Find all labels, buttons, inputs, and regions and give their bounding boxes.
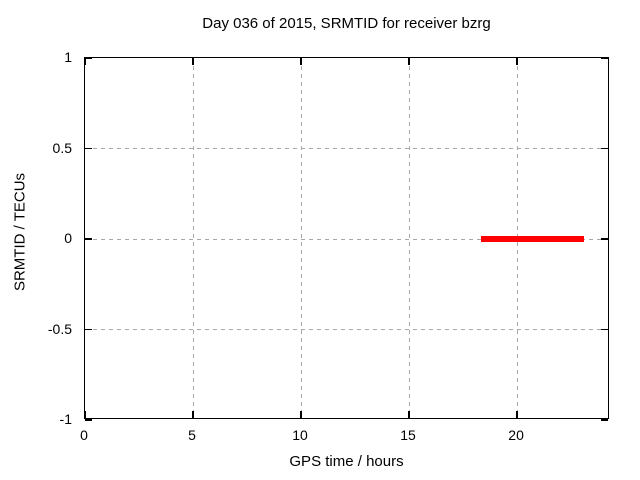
x-tick-bottom <box>300 411 302 418</box>
chart-title: Day 036 of 2015, SRMTID for receiver bzr… <box>202 15 491 32</box>
y-gridline <box>85 329 608 330</box>
y-tick-left <box>85 328 92 331</box>
y-tick-label: 1 <box>64 49 72 65</box>
y-gridline <box>85 238 608 240</box>
plot-area <box>84 57 609 421</box>
y-tick-right <box>601 147 608 150</box>
x-gridline <box>300 58 302 418</box>
x-tick-bottom <box>192 411 194 418</box>
y-tick-left <box>85 147 92 150</box>
x-tick-top <box>516 58 518 65</box>
x-tick-top <box>84 58 86 65</box>
y-tick-label: 0.5 <box>52 139 72 156</box>
y-tick-label: -0.5 <box>47 320 72 337</box>
x-gridline <box>408 58 410 418</box>
y-gridline <box>85 148 608 149</box>
x-tick-label: 5 <box>188 427 196 443</box>
x-axis-label: GPS time / hours <box>289 453 404 470</box>
y-tick-right <box>601 419 608 421</box>
series-segment <box>481 235 585 243</box>
x-tick-label: 20 <box>508 427 524 443</box>
x-tick-label: 15 <box>400 427 416 443</box>
x-tick-bottom <box>516 411 518 418</box>
x-tick-label: 10 <box>292 427 308 443</box>
x-tick-label: 0 <box>80 427 88 443</box>
y-tick-label: -1 <box>59 411 72 427</box>
x-gridline <box>192 58 194 418</box>
y-tick-right <box>601 57 608 59</box>
y-tick-label: 0 <box>64 230 72 246</box>
x-tick-top <box>192 58 194 65</box>
y-tick-left <box>85 419 92 421</box>
y-tick-right <box>601 238 608 240</box>
x-tick-top <box>300 58 302 65</box>
y-tick-left <box>85 57 92 59</box>
y-tick-left <box>85 238 92 240</box>
x-tick-bottom <box>408 411 410 418</box>
x-tick-top <box>408 58 410 65</box>
x-tick-bottom <box>84 411 86 418</box>
y-tick-right <box>601 328 608 331</box>
